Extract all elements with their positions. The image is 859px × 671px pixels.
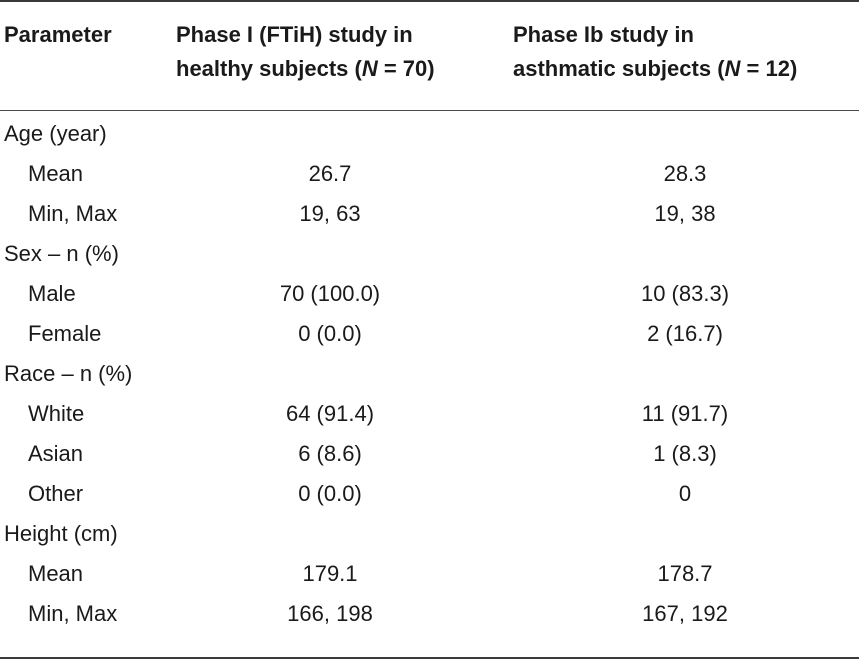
row-label: Male <box>28 281 76 306</box>
header-rule <box>0 110 859 111</box>
table-row: White 64 (91.4) 11 (91.7) <box>0 394 859 434</box>
cell-phase1: 0 (0.0) <box>298 481 362 506</box>
cell-phase1: 70 (100.0) <box>279 281 381 306</box>
cell-phase1b: 19, 38 <box>654 201 716 226</box>
row-label: Min, Max <box>28 201 118 226</box>
row-label: Race – n (%) <box>4 361 133 386</box>
table-row: Min, Max 166, 198 167, 192 <box>0 594 859 634</box>
cell-phase1b: 10 (83.3) <box>640 281 730 306</box>
top-rule <box>0 0 859 2</box>
cell-phase1: 19, 63 <box>299 201 361 226</box>
row-label: Height (cm) <box>4 521 118 546</box>
cell-phase1b: 2 (16.7) <box>647 321 723 346</box>
header-phase1b-n: N <box>724 56 741 81</box>
cell-phase1: 26.7 <box>308 161 352 186</box>
bottom-rule <box>0 657 859 659</box>
header-parameter: Parameter <box>4 18 112 52</box>
cell-phase1b: 28.3 <box>663 161 707 186</box>
table-row: Mean 179.1 178.7 <box>0 554 859 594</box>
cell-phase1: 166, 198 <box>287 601 373 626</box>
table-row: Female 0 (0.0) 2 (16.7) <box>0 314 859 354</box>
row-label: Female <box>28 321 102 346</box>
row-label: Asian <box>28 441 84 466</box>
table-row: Sex – n (%) <box>0 234 859 274</box>
header-phase1-line2-pre: healthy subjects ( <box>176 56 362 81</box>
table-row: Min, Max 19, 63 19, 38 <box>0 194 859 234</box>
header-phase1b: Phase Ib study in asthmatic subjects (N … <box>513 18 797 86</box>
header-phase1b-line2-pre: asthmatic subjects ( <box>513 56 725 81</box>
header-phase1-n: N <box>361 56 378 81</box>
cell-phase1: 6 (8.6) <box>298 441 362 466</box>
row-label: Mean <box>28 561 84 586</box>
row-label: Sex – n (%) <box>4 241 119 266</box>
table-row: Mean 26.7 28.3 <box>0 154 859 194</box>
header-phase1b-line2: asthmatic subjects (N = 12) <box>513 52 797 86</box>
row-label: Age (year) <box>4 121 107 146</box>
header-phase1: Phase I (FTiH) study in healthy subjects… <box>176 18 435 86</box>
table-row: Asian 6 (8.6) 1 (8.3) <box>0 434 859 474</box>
header-parameter-label: Parameter <box>4 22 112 47</box>
table-row: Age (year) <box>0 114 859 154</box>
row-label: Mean <box>28 161 84 186</box>
header-phase1-line1: Phase I (FTiH) study in <box>176 22 413 47</box>
header-phase1-line2: healthy subjects (N = 70) <box>176 52 435 86</box>
row-label: White <box>28 401 85 426</box>
table-row: Height (cm) <box>0 514 859 554</box>
table-row: Male 70 (100.0) 10 (83.3) <box>0 274 859 314</box>
row-label: Min, Max <box>28 601 118 626</box>
header-phase1b-line1: Phase Ib study in <box>513 22 694 47</box>
table-row: Race – n (%) <box>0 354 859 394</box>
cell-phase1b: 11 (91.7) <box>641 401 729 426</box>
header-phase1b-line2-post: = 12) <box>740 56 798 81</box>
header-phase1-line2-post: = 70) <box>377 56 435 81</box>
cell-phase1b: 178.7 <box>657 561 713 586</box>
cell-phase1b: 1 (8.3) <box>653 441 717 466</box>
cell-phase1b: 167, 192 <box>642 601 728 626</box>
row-label: Other <box>28 481 84 506</box>
table-row: Other 0 (0.0) 0 <box>0 474 859 514</box>
cell-phase1b: 0 <box>678 481 692 506</box>
cell-phase1: 64 (91.4) <box>285 401 375 426</box>
cell-phase1: 0 (0.0) <box>298 321 362 346</box>
cell-phase1: 179.1 <box>302 561 358 586</box>
